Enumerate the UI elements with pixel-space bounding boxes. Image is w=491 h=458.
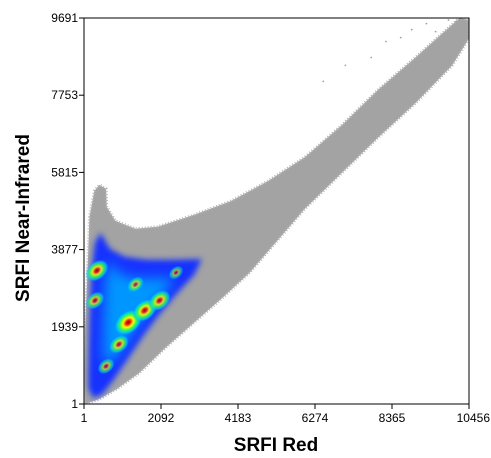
sparse-point	[322, 80, 325, 83]
sparse-point	[425, 22, 428, 25]
sparse-point-cloud	[84, 18, 469, 404]
plot-frame	[83, 17, 470, 405]
y-tick-label: 9691	[51, 11, 78, 25]
sparse-point	[455, 20, 457, 23]
y-tick-label: 3877	[51, 243, 78, 257]
sparse-point	[399, 36, 402, 39]
sparse-outlier-points	[322, 19, 457, 83]
y-tick-label: 7753	[51, 88, 78, 102]
y-axis-title: SRFI Near-Infrared	[13, 134, 34, 302]
density-hotspot	[168, 265, 184, 280]
x-tick-label: 6274	[302, 411, 329, 425]
sparse-point	[410, 28, 413, 31]
y-tick-label: 1939	[51, 320, 78, 334]
y-tick-label: 5815	[51, 165, 78, 179]
density-hotspot	[85, 259, 109, 282]
x-tick-label: 1	[81, 411, 88, 425]
x-tick-label: 8365	[379, 411, 406, 425]
density-hotspots	[85, 259, 184, 375]
sparse-point	[344, 64, 347, 67]
y-axis-ticks: 1 1939 3877 5815 7753 9691	[51, 11, 84, 411]
density-hotspot	[148, 290, 171, 311]
sparse-point	[370, 56, 373, 59]
x-tick-label: 2092	[148, 411, 175, 425]
x-axis-title: SRFI Red	[234, 435, 318, 456]
density-hotspot	[108, 334, 129, 354]
density-hotspot	[97, 358, 115, 375]
sparse-point	[434, 30, 437, 33]
y-tick-label: 1	[71, 397, 78, 411]
density-hotspot	[85, 291, 105, 310]
sparse-point	[385, 40, 387, 43]
x-tick-label: 10456	[457, 411, 491, 425]
density-hotspot	[127, 276, 144, 293]
x-axis-ticks: 1 2092 4183 6274 8365 10456	[81, 404, 491, 425]
sparse-point	[447, 19, 450, 21]
x-tick-label: 4183	[225, 411, 252, 425]
